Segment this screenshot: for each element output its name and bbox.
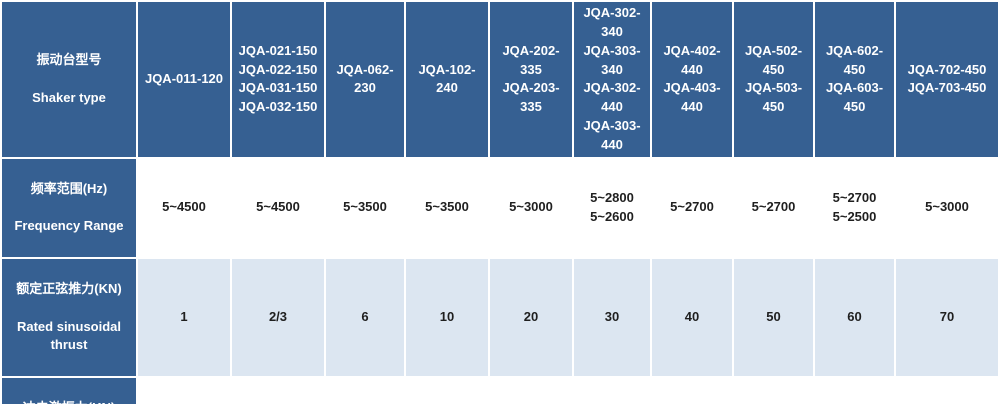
cell: 70 <box>896 258 998 377</box>
cell: 5~3500 <box>406 158 488 257</box>
cell: 6 <box>326 258 404 377</box>
table-header-row: 振动台型号 Shaker type JQA-011-120 JQA-021-15… <box>2 2 998 157</box>
cell: 40 <box>652 258 732 377</box>
cell: 5~3000 <box>490 158 572 257</box>
row-label-zh: 频率范围(Hz) <box>30 180 108 196</box>
model-header-cell: JQA-402-440 JQA-403-440 <box>652 2 732 157</box>
model-header-cell: JQA-102-240 <box>406 2 488 157</box>
row-label-frequency-range: 频率范围(Hz) Frequency Range <box>2 158 136 257</box>
shaker-type-label-zh: 振动台型号 <box>36 52 102 68</box>
row-label-shock-force: 冲击激振力(KN) Shock force <box>2 378 136 404</box>
model-header-cell: JQA-602-450 JQA-603-450 <box>815 2 894 157</box>
cell: 5~2700 <box>734 158 813 257</box>
cell: 60 <box>815 258 894 377</box>
cell: 2/3 <box>232 258 324 377</box>
model-header-cell: JQA-021-150 JQA-022-150 JQA-031-150 JQA-… <box>232 2 324 157</box>
model-header-cell: JQA-702-450 JQA-703-450 <box>896 2 998 157</box>
model-header-cell: JQA-062-230 <box>326 2 404 157</box>
cell: 5~2800 5~2600 <box>574 158 650 257</box>
row-label-en: Frequency Range <box>14 218 124 234</box>
model-header-cell: JQA-302-340 JQA-303-340 JQA-302-440 JQA-… <box>574 2 650 157</box>
model-header-cell: JQA-202-335 JQA-203-335 <box>490 2 572 157</box>
model-header-cell: JQA-011-120 <box>138 2 230 157</box>
cell: 5~2700 5~2500 <box>815 158 894 257</box>
row-label-zh: 额定正弦推力(KN) <box>16 280 122 296</box>
cell: 40/60* <box>490 378 572 404</box>
cell: 100/150* <box>734 378 813 404</box>
cell: 5~2700 <box>652 158 732 257</box>
cell: 140 <box>896 378 998 404</box>
cell: 80/120* <box>652 378 732 404</box>
model-header-cell: JQA-502-450 JQA-503-450 <box>734 2 813 157</box>
cell: 30 <box>574 258 650 377</box>
cell: 12 <box>326 378 404 404</box>
cell: 120/180* <box>815 378 894 404</box>
table-row-frequency-range: 频率范围(Hz) Frequency Range 5~4500 5~4500 5… <box>2 158 998 257</box>
cell: 5~3500 <box>326 158 404 257</box>
row-label-rated-thrust: 额定正弦推力(KN) Rated sinusoidal thrust <box>2 258 136 377</box>
cell: 20 <box>490 258 572 377</box>
cell: 10 <box>406 258 488 377</box>
cell: 5~4500 <box>138 158 230 257</box>
table-row-shock-force: 冲击激振力(KN) Shock force 2 4/6 12 20 40/60*… <box>2 378 998 404</box>
shaker-type-header-cell: 振动台型号 Shaker type <box>2 2 136 157</box>
cell: 5~4500 <box>232 158 324 257</box>
cell: 60/90* <box>574 378 650 404</box>
cell: 20 <box>406 378 488 404</box>
cell: 4/6 <box>232 378 324 404</box>
shaker-type-label-en: Shaker type <box>32 89 106 105</box>
cell: 50 <box>734 258 813 377</box>
row-label-en: Rated sinusoidal thrust <box>16 318 122 353</box>
table-row-rated-thrust: 额定正弦推力(KN) Rated sinusoidal thrust 1 2/3… <box>2 258 998 377</box>
cell: 2 <box>138 378 230 404</box>
row-label-zh: 冲击激振力(KN) <box>5 399 133 404</box>
cell: 5~3000 <box>896 158 998 257</box>
cell: 1 <box>138 258 230 377</box>
